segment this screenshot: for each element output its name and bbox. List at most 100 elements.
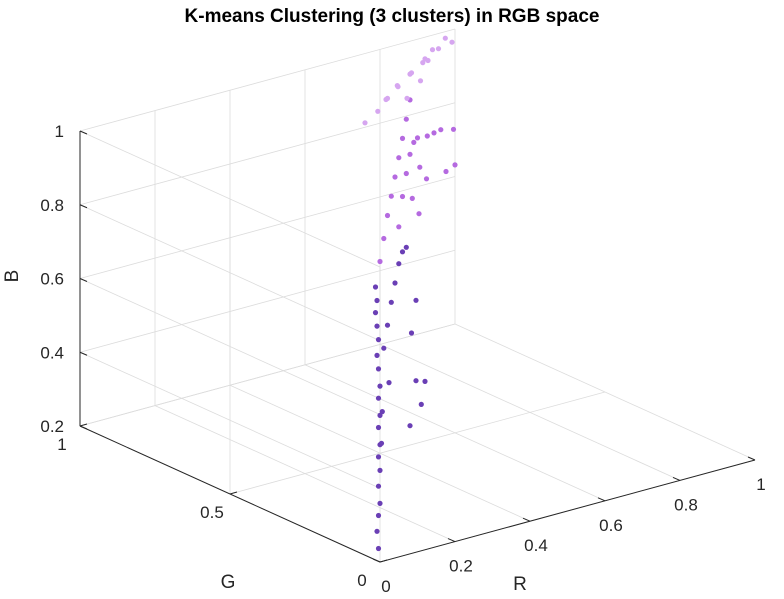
g-tick-label: 0 [357,571,366,590]
cluster-1-point [374,323,380,329]
wall-grid-b [79,351,381,489]
cluster-1-point [403,244,409,250]
cluster-3-point [408,70,415,76]
cluster-3-point [417,78,424,84]
r-tick [597,497,606,502]
cluster-1-point [375,366,382,372]
cluster-1-point [375,395,382,401]
cluster-1-point [386,380,392,386]
cluster-2-point [388,193,394,199]
cluster-2-point [414,135,421,141]
cluster-1-point [392,280,398,286]
cluster-2-point [431,130,437,136]
b-tick-label: 1 [55,122,64,141]
cluster-3-point [429,47,436,53]
wall-grid-b2 [79,249,456,353]
b-tick [79,130,88,135]
cluster-2-point [409,195,415,201]
cluster-1-point [375,512,382,519]
cluster-2-point [438,127,444,133]
b-tick [79,278,88,282]
cluster-3-point [449,39,455,45]
cluster-3-point [435,46,442,52]
points-layer [362,35,458,552]
cluster-3-point [404,95,410,101]
cluster-1-point [372,284,379,290]
cluster-2-point [377,258,383,265]
cluster-1-point [377,500,383,506]
r-tick [372,558,381,563]
cluster-1-point [377,412,383,418]
wall-grid-b2 [79,28,456,132]
cluster-1-point [375,454,382,460]
cluster-2-point [381,235,387,242]
b-tick-label: 0.2 [40,417,64,436]
cluster-1-point [374,297,380,304]
cluster-1-point [374,528,380,534]
cluster-1-point [377,467,383,473]
cluster-2-point [423,176,430,182]
cluster-3-point [362,120,368,126]
cluster-1-point [374,352,380,358]
cluster-2-point [416,211,422,217]
r-tick-label: 0.4 [524,536,548,555]
cluster-2-point [396,224,402,230]
cluster-2-point [417,164,423,170]
cluster-2-point [396,155,402,161]
chart-title: K-means Clustering (3 clusters) in RGB s… [185,6,600,27]
x-axis-label: R [513,574,527,595]
r-tick [672,476,681,481]
cluster-2-point [403,116,409,122]
cluster-1-point [396,261,402,267]
cluster-1-point [413,297,419,303]
cluster-2-point [452,162,458,168]
cluster-1-point [378,440,385,446]
cluster-1-point [375,337,382,343]
r-tick-label: 0 [381,577,390,596]
z-axis-label: B [2,270,23,283]
b-tick [79,425,88,430]
r-axis-line [379,459,756,563]
cluster-1-point [388,299,394,305]
cluster-1-point [372,310,379,316]
cluster-1-point [375,483,382,489]
b-tick-label: 0.4 [40,343,64,362]
cluster-1-point [377,383,383,389]
r-tick-label: 0.8 [674,495,698,514]
floor-grid-g [229,391,606,495]
wall-grid-b2 [79,102,456,206]
b-tick-label: 0.6 [40,270,64,289]
cluster-2-point [399,193,406,200]
cluster-2-point [450,126,457,132]
cluster-1-point [379,409,385,415]
cluster-1-point [408,330,415,336]
cluster-3-point [442,35,448,41]
r-tick [522,517,531,522]
g-tick-label: 1 [57,435,66,454]
cluster-3-point [425,57,431,64]
cluster-2-point [411,139,417,145]
g-tick-label: 0.5 [200,503,224,522]
cluster-1-point [381,345,387,351]
cluster-3-point [375,108,381,114]
cluster-2-point [384,212,391,219]
cluster-3-point [383,96,389,103]
r-tick-label: 1 [756,475,765,494]
cluster-2-point [424,133,430,139]
cluster-2-point [399,135,406,141]
b-tick [79,351,88,356]
wall-grid-b2 [79,323,456,427]
cluster-1-point [418,401,424,407]
g-tick [379,559,388,563]
y-axis-label: G [221,572,236,593]
r-tick-label: 0.2 [449,557,473,576]
r-tick [747,456,756,461]
wall-grid-b2 [79,176,456,279]
cluster-1-point [413,378,419,384]
cluster-1-point [422,378,428,384]
cluster-1-point [384,322,391,328]
grid-layer [79,28,756,563]
